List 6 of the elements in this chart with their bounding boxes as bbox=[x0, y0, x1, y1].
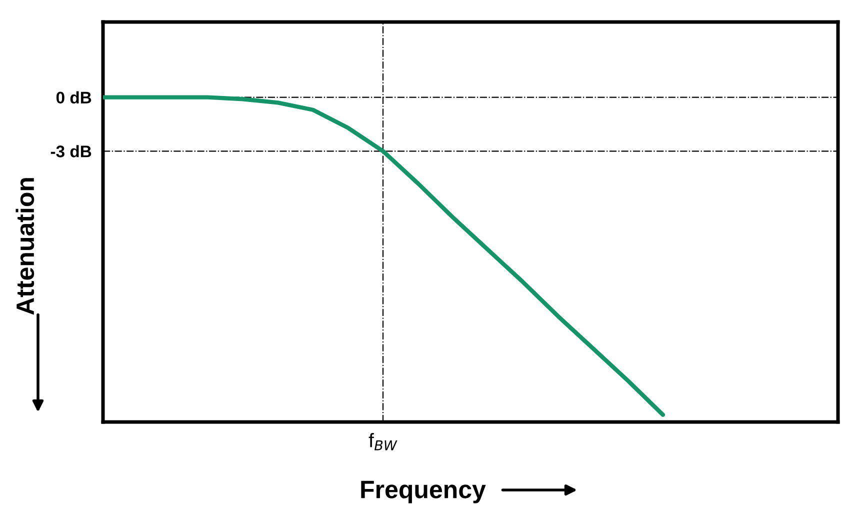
y-tick-label: -3 dB bbox=[50, 145, 92, 158]
y-tick-label: 0 dB bbox=[56, 91, 92, 104]
x-axis-title: Frequency bbox=[361, 480, 486, 504]
line-series bbox=[103, 95, 666, 417]
x-tick-label: f$_{BW}$ bbox=[368, 433, 398, 450]
y-axis-title: Attenuation bbox=[16, 178, 34, 315]
